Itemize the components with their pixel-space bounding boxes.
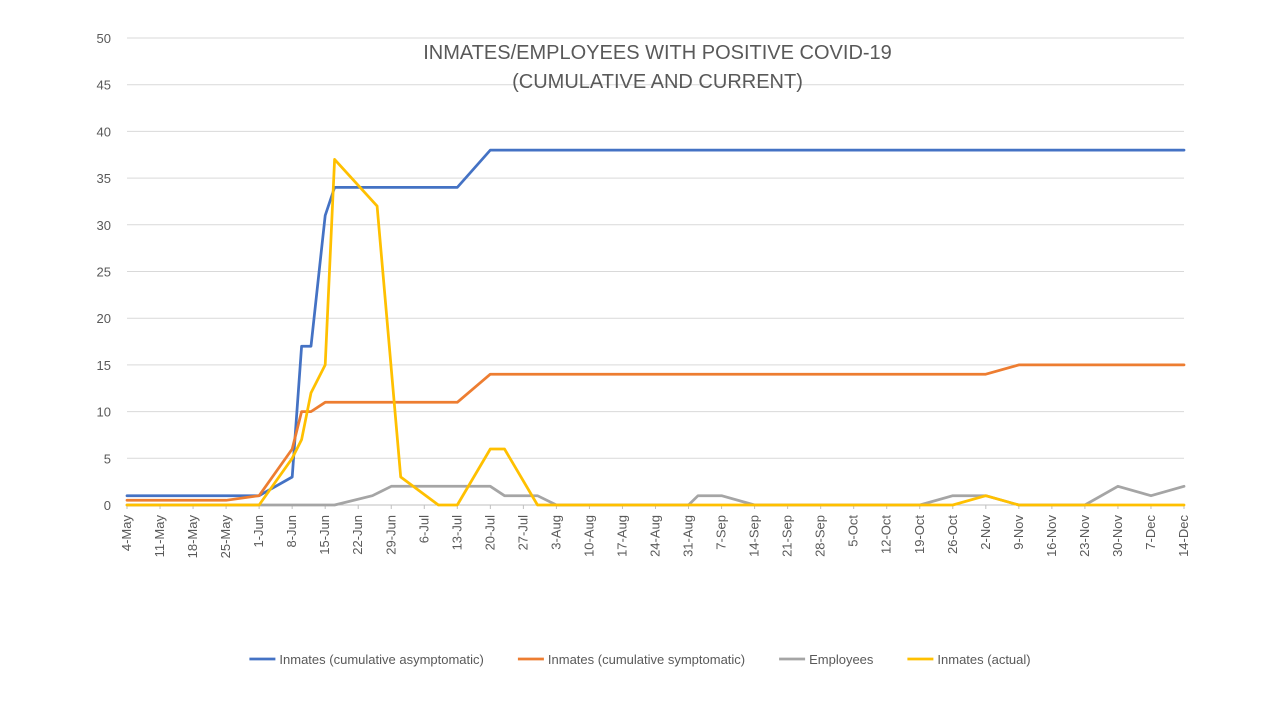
legend-item: Inmates (cumulative asymptomatic)	[249, 652, 484, 667]
series-lines	[125, 148, 1186, 507]
series-line	[125, 363, 1186, 502]
axes: 0 5 10 15 20 25 30 35 40 45 50 4-May 11-May 18-May 25-…	[97, 31, 1191, 558]
x-tick-label: 6-Jul	[416, 515, 431, 543]
legend-item: Inmates (cumulative symptomatic)	[517, 652, 745, 667]
x-tick-label: 24-Aug	[648, 515, 663, 557]
y-tick-label: 25	[97, 265, 111, 280]
x-tick-label: 5-Oct	[846, 515, 861, 547]
y-tick-label: 5	[104, 451, 111, 466]
y-tick-label: 50	[97, 31, 111, 46]
legend-label: Inmates (cumulative symptomatic)	[548, 652, 745, 667]
x-tick-label: 10-Aug	[581, 515, 596, 557]
x-tick-label: 23-Nov	[1077, 515, 1092, 557]
y-tick-label: 15	[97, 358, 111, 373]
x-tick-label: 14-Dec	[1176, 515, 1191, 557]
x-tick-label: 13-Jul	[449, 515, 464, 551]
chart-title: INMATES/EMPLOYEES WITH POSITIVE COVID-19…	[423, 42, 892, 93]
series-line	[125, 158, 1186, 507]
legend: Inmates (cumulative asymptomatic) Inmates…	[249, 652, 1031, 667]
x-tick-label: 15-Jun	[317, 515, 332, 555]
legend-item: Inmates (actual)	[907, 652, 1031, 667]
y-tick-label: 10	[97, 405, 111, 420]
chart-title-line-2: (CUMULATIVE AND CURRENT)	[512, 71, 803, 93]
x-tick-label: 3-Aug	[548, 515, 563, 550]
x-tick-label: 20-Jul	[482, 515, 497, 551]
x-tick-label: 7-Dec	[1143, 515, 1158, 550]
x-tick-label: 18-May	[185, 515, 200, 559]
y-tick-label: 0	[104, 498, 111, 513]
x-tick-label: 4-May	[119, 515, 134, 552]
x-tick-label: 9-Nov	[1011, 515, 1026, 550]
y-tick-label: 35	[97, 171, 111, 186]
legend-label: Inmates (actual)	[937, 652, 1030, 667]
x-tick-label: 29-Jun	[383, 515, 398, 555]
y-tick-label: 30	[97, 218, 111, 233]
x-tick-label: 1-Jun	[251, 515, 266, 548]
x-tick-label: 25-May	[218, 515, 233, 559]
y-tick-label: 20	[97, 311, 111, 326]
x-tick-label: 21-Sep	[780, 515, 795, 557]
legend-item: Employees	[779, 652, 874, 667]
legend-label: Employees	[809, 652, 874, 667]
x-tick-label: 16-Nov	[1044, 515, 1059, 557]
x-tick-label: 7-Sep	[714, 515, 729, 550]
legend-label: Inmates (cumulative asymptomatic)	[279, 652, 483, 667]
y-tick-label: 45	[97, 78, 111, 93]
series-line	[125, 148, 1186, 498]
chart-title-line-1: INMATES/EMPLOYEES WITH POSITIVE COVID-19	[423, 42, 892, 64]
x-tick-label: 22-Jun	[350, 515, 365, 555]
x-tick-label: 17-Aug	[614, 515, 629, 557]
x-tick-label: 28-Sep	[813, 515, 828, 557]
x-tick-label: 30-Nov	[1110, 515, 1125, 557]
x-tick-label: 31-Aug	[681, 515, 696, 557]
x-tick-label: 12-Oct	[879, 515, 894, 554]
x-tick-label: 8-Jun	[284, 515, 299, 548]
x-tick-label: 14-Sep	[747, 515, 762, 557]
series-line	[125, 484, 1186, 507]
y-tick-label: 40	[97, 124, 111, 139]
gridlines	[127, 37, 1184, 459]
x-tick-label: 26-Oct	[945, 515, 960, 554]
x-tick-label: 27-Jul	[515, 515, 530, 551]
x-tick-label: 11-May	[152, 515, 167, 558]
x-tick-label: 2-Nov	[978, 515, 993, 550]
x-tick-label: 19-Oct	[912, 515, 927, 554]
